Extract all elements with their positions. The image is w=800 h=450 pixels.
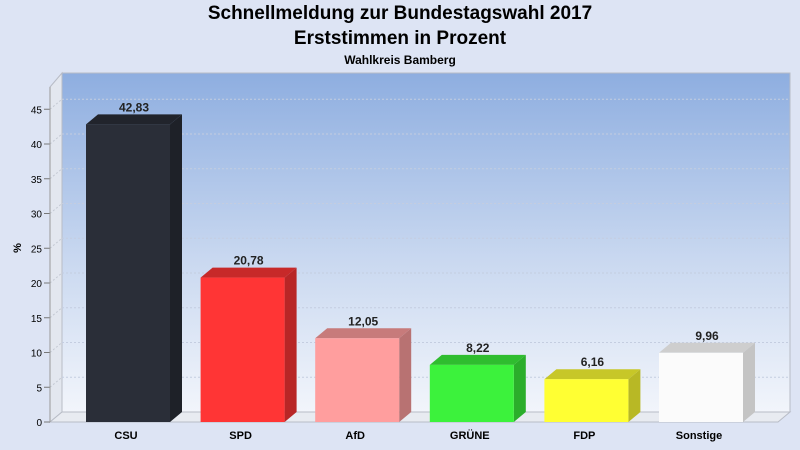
x-category-label: GRÜNE	[450, 429, 490, 442]
gridline-side	[49, 376, 63, 388]
bar-top	[659, 342, 755, 353]
y-tick-label: 0	[36, 418, 42, 429]
bar-side	[170, 114, 182, 423]
bar	[315, 338, 400, 422]
bar-top	[429, 354, 526, 365]
y-tick-label: 10	[31, 349, 43, 360]
bar-side	[399, 328, 412, 422]
bar-group: 9,96 Sonstige	[659, 329, 755, 442]
y-tick-label: 20	[31, 279, 43, 290]
bar-side	[743, 342, 755, 422]
gridline-side	[49, 272, 63, 284]
bar-group: 6,16 FDP	[544, 355, 641, 442]
y-tick-label: 45	[31, 105, 43, 116]
bar-top	[315, 328, 412, 339]
gridline-side	[49, 133, 63, 145]
chart-region-label: Wahlkreis Bamberg	[344, 53, 456, 67]
bar	[659, 352, 743, 422]
y-tick-label: 30	[31, 210, 43, 221]
bar-value-label: 12,05	[348, 314, 378, 328]
bar-top	[86, 114, 182, 125]
bar-value-label: 6,16	[581, 355, 605, 369]
bar-group: 12,05 AfD	[315, 314, 412, 442]
gridline-side	[49, 98, 63, 110]
bar-side	[284, 267, 297, 422]
y-tick-label: 15	[31, 314, 43, 325]
bar-side	[513, 354, 526, 422]
y-tick-label: 40	[31, 140, 43, 151]
bar-value-label: 20,78	[234, 254, 264, 268]
bar-group: 8,22 GRÜNE	[429, 341, 526, 442]
x-category-label: Sonstige	[676, 430, 722, 442]
bar-side	[628, 369, 641, 422]
y-axis-label: %	[12, 243, 24, 253]
bar-value-label: 42,83	[119, 100, 149, 114]
bar	[429, 364, 514, 422]
bar-group: 42,83 CSU	[86, 100, 182, 442]
bar	[544, 379, 629, 422]
plot-side-wall	[49, 71, 63, 424]
bar-group: 20,78 SPD	[200, 254, 297, 442]
x-category-label: FDP	[573, 430, 595, 442]
gridline-side	[49, 203, 63, 214]
gridline-side	[49, 307, 63, 319]
x-category-label: AfD	[345, 430, 365, 442]
x-category-label: SPD	[229, 430, 252, 442]
bar-value-label: 8,22	[466, 341, 490, 355]
x-category-label: CSU	[114, 430, 137, 442]
bar	[200, 277, 285, 422]
y-tick-label: 5	[36, 383, 42, 394]
gridline-side	[49, 237, 63, 249]
chart-title: Schnellmeldung zur Bundestagswahl 2017	[207, 3, 593, 24]
chart-subtitle-line: Erststimmen in Prozent	[293, 28, 507, 49]
bar	[86, 124, 170, 423]
gridline-side	[49, 342, 63, 353]
bar-top	[544, 369, 641, 380]
y-tick-label: 25	[31, 244, 43, 255]
bar-top	[200, 267, 297, 278]
y-tick-label: 35	[31, 175, 43, 186]
bar-value-label: 9,96	[695, 329, 719, 343]
gridline-side	[49, 168, 63, 180]
